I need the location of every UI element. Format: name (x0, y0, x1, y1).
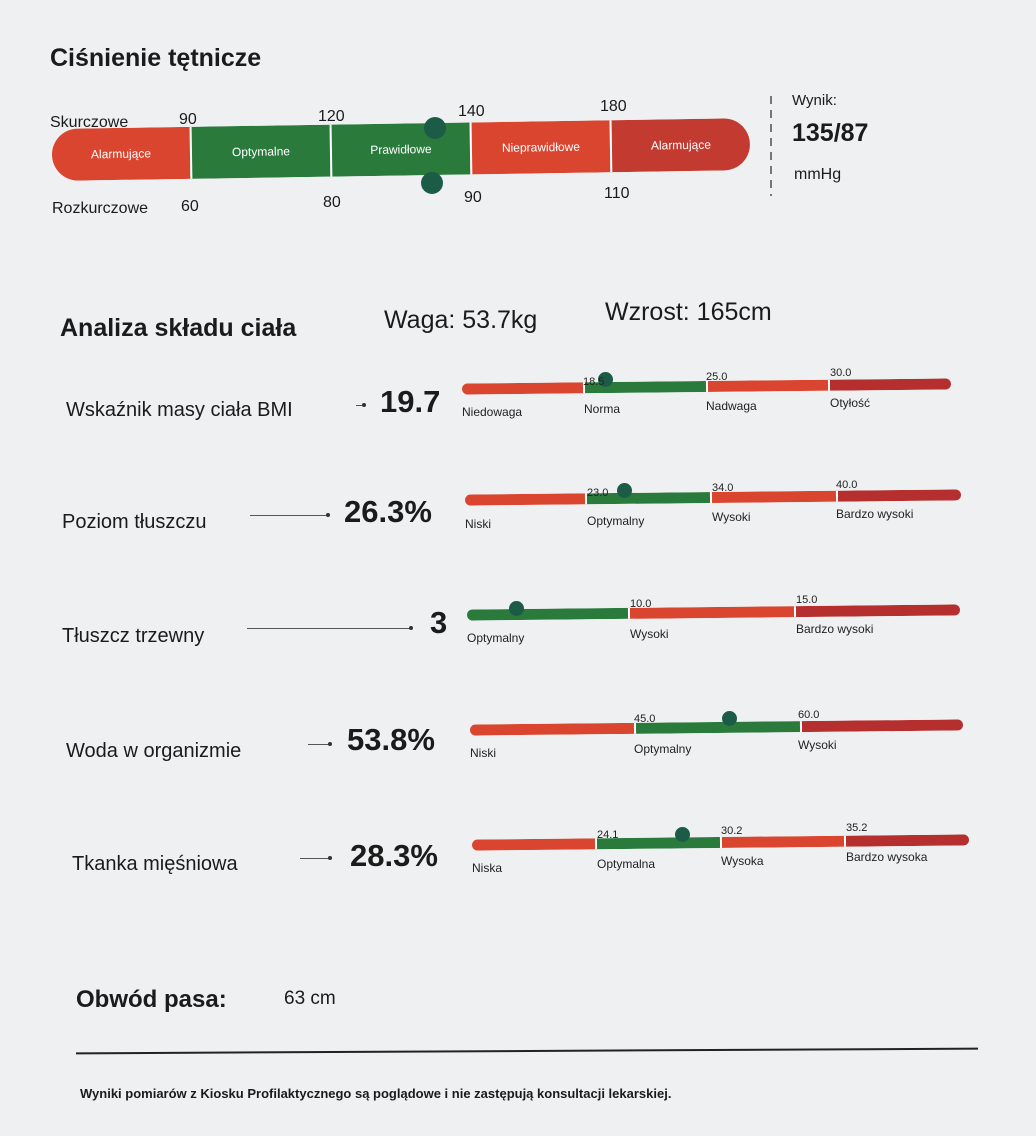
gauge-zone (844, 834, 970, 847)
gauge-zone (471, 838, 595, 851)
gauge-threshold: 10.0 (630, 598, 652, 610)
systolic-tick: 180 (600, 98, 627, 115)
systolic-tick: 120 (318, 108, 345, 125)
gauge-zone-label: Niska (472, 861, 503, 875)
systolic-marker-dot (424, 117, 446, 139)
bp-zone-alarming-high: Alarmujące (609, 118, 751, 173)
gauge-zone-label: Optymalna (597, 857, 656, 871)
result-divider (770, 96, 772, 196)
gauge-threshold: 23.0 (587, 487, 609, 499)
gauge-threshold: 24.1 (597, 829, 619, 841)
height-value: Wzrost: 165cm (605, 298, 772, 326)
leader-line (300, 856, 332, 860)
leader-line (250, 513, 330, 517)
gauge-zone (466, 607, 629, 621)
gauge-threshold: 15.0 (796, 594, 818, 606)
metric-label: Wskaźnik masy ciała BMI (66, 399, 293, 421)
visceral-gauge-bar (466, 604, 961, 621)
gauge-zone-label: Niski (465, 517, 491, 531)
visceral-marker-dot (509, 601, 524, 616)
gauge-zone (719, 835, 845, 849)
gauge-threshold: 60.0 (798, 709, 820, 721)
gauge-zone-label: Bardzo wysoki (836, 507, 914, 521)
waist-label: Obwód pasa: (76, 986, 227, 1013)
diastolic-label: Rozkurczowe (52, 200, 149, 217)
diastolic-marker-dot (421, 172, 443, 194)
metric-label: Poziom tłuszczu (62, 511, 207, 533)
gauge-threshold: 35.2 (846, 822, 868, 834)
weight-value: Waga: 53.7kg (384, 306, 538, 334)
gauge-zone-label: Optymalny (634, 742, 692, 756)
gauge-threshold: 40.0 (836, 479, 858, 491)
bp-zone-abnormal: Nieprawidłowe (469, 120, 611, 175)
gauge-zone-label: Niedowaga (462, 405, 523, 419)
leader-line (308, 742, 332, 746)
diastolic-tick: 90 (464, 189, 482, 206)
bp-zone-optimal: Optymalne (189, 124, 331, 179)
gauge-zone (469, 722, 634, 736)
gauge-threshold: 45.0 (634, 713, 656, 725)
systolic-tick: 140 (458, 103, 485, 120)
water-marker-dot (722, 711, 737, 726)
metric-value: 3 (430, 605, 448, 640)
gauge-zone-label: Niski (470, 746, 496, 760)
fat-marker-dot (617, 483, 632, 498)
gauge-zone-label: Bardzo wysoka (846, 850, 928, 864)
waist-value: 63 cm (284, 988, 336, 1009)
leader-line (247, 626, 413, 630)
bp-result-value: 135/87 (792, 119, 869, 147)
gauge-zone-label: Wysoki (798, 738, 837, 752)
bp-scale-bar: Alarmujące Optymalne Prawidłowe Nieprawi… (51, 118, 751, 181)
metric-value: 26.3% (344, 494, 432, 529)
metric-label: Woda w organizmie (66, 740, 242, 762)
gauge-threshold: 25.0 (706, 371, 728, 383)
systolic-label: Skurczowe (50, 114, 129, 131)
gauge-zone-label: Norma (584, 402, 621, 416)
gauge-threshold: 30.2 (721, 825, 743, 837)
leader-line (356, 403, 366, 407)
bmi-marker-dot (598, 372, 613, 387)
water-gauge-bar (469, 719, 964, 736)
systolic-tick: 90 (179, 111, 197, 128)
gauge-zone (836, 489, 962, 502)
metric-label: Tłuszcz trzewny (62, 625, 205, 647)
gauge-zone-label: Wysoka (721, 854, 764, 868)
bp-zone-alarming-low: Alarmujące (51, 126, 191, 181)
gauge-threshold: 30.0 (830, 367, 852, 379)
bp-zone-normal: Prawidłowe (329, 122, 471, 177)
bp-title: Ciśnienie tętnicze (50, 44, 262, 72)
diastolic-tick: 60 (181, 198, 199, 215)
gauge-threshold: 34.0 (712, 482, 734, 494)
bp-result-label: Wynik: (792, 92, 837, 109)
gauge-zone (633, 721, 800, 734)
diastolic-tick: 80 (323, 194, 341, 211)
metric-value: 28.3% (350, 838, 438, 873)
muscle-marker-dot (675, 827, 690, 842)
gauge-zone-label: Wysoki (630, 627, 669, 641)
body-title: Analiza składu ciała (60, 314, 297, 342)
gauge-zone-label: Optymalny (467, 631, 525, 645)
divider-line (76, 1047, 978, 1055)
disclaimer-text: Wyniki pomiarów z Kiosku Profilaktyczneg… (80, 1086, 672, 1101)
gauge-zone (461, 382, 583, 395)
gauge-zone (828, 378, 952, 391)
gauge-zone-label: Wysoki (712, 510, 751, 524)
gauge-zone-label: Nadwaga (706, 399, 757, 413)
gauge-zone (628, 606, 795, 619)
metric-value: 19.7 (380, 384, 441, 419)
gauge-zone-label: Otyłość (830, 396, 871, 410)
gauge-threshold: 18.5 (583, 376, 605, 388)
metric-label: Tkanka mięśniowa (72, 853, 238, 875)
metric-value: 53.8% (347, 722, 435, 757)
gauge-zone-label: Bardzo wysoki (796, 622, 874, 636)
bp-result-unit: mmHg (794, 166, 842, 183)
gauge-zone (794, 604, 961, 618)
gauge-zone (799, 719, 964, 733)
diastolic-tick: 110 (604, 185, 630, 202)
gauge-zone-label: Optymalny (587, 514, 645, 528)
gauge-zone (464, 493, 586, 506)
